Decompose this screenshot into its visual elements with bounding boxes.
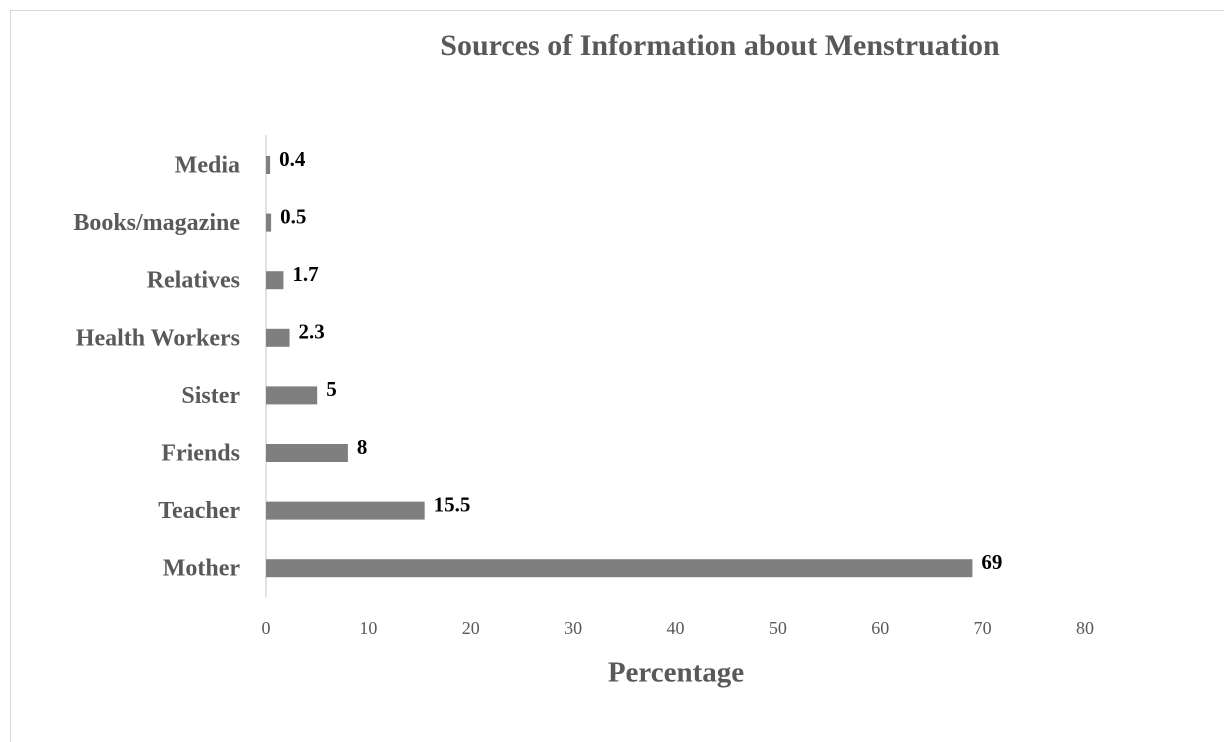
- value-label: 15.5: [434, 492, 471, 516]
- y-tick-label: Books/magazine: [73, 210, 240, 236]
- value-label: 2.3: [299, 320, 325, 344]
- x-tick-label: 20: [462, 618, 480, 638]
- value-label: 5: [326, 377, 337, 401]
- y-tick-label: Mother: [163, 556, 241, 582]
- x-tick-label: 0: [262, 618, 271, 638]
- value-label: 69: [981, 550, 1002, 574]
- value-label: 0.4: [279, 147, 306, 171]
- bar: [266, 156, 271, 174]
- chart-border: [10, 10, 1224, 742]
- bar: [266, 213, 272, 232]
- bar: [266, 328, 290, 347]
- y-tick-label: Media: [175, 153, 240, 179]
- x-tick-label: 30: [564, 618, 582, 638]
- y-tick-label: Friends: [161, 441, 240, 467]
- x-tick-label: 50: [769, 618, 787, 638]
- value-label: 0.5: [280, 204, 306, 228]
- y-tick-label: Sister: [181, 383, 240, 409]
- value-label: 1.7: [292, 262, 318, 286]
- x-tick-label: 10: [359, 618, 377, 638]
- bar: [266, 501, 425, 520]
- chart-title: Sources of Information about Menstruatio…: [440, 29, 1000, 62]
- bar: [266, 444, 348, 462]
- bar: [266, 386, 318, 405]
- x-tick-label: 40: [667, 618, 685, 638]
- y-tick-label: Relatives: [147, 268, 240, 294]
- x-tick-label: 70: [974, 618, 992, 638]
- y-tick-label: Health Workers: [76, 325, 240, 351]
- bar: [266, 271, 284, 290]
- x-axis-label: Percentage: [608, 657, 744, 689]
- value-label: 8: [357, 435, 368, 459]
- y-tick-label: Teacher: [158, 498, 240, 524]
- x-tick-label: 80: [1076, 618, 1094, 638]
- bar: [266, 559, 973, 578]
- x-tick-label: 60: [871, 618, 889, 638]
